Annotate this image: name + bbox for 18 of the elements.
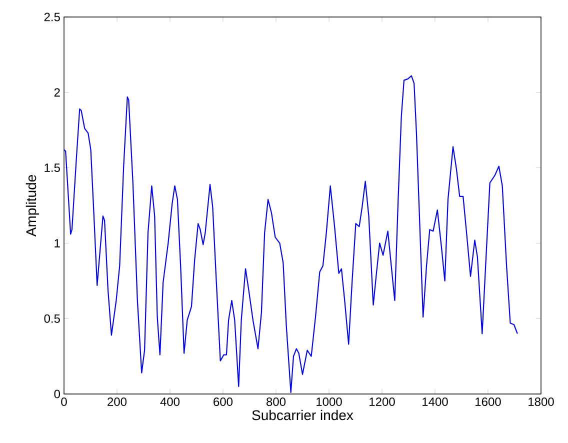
x-tick-label: 1400 — [422, 398, 448, 406]
x-tick-label: 0 — [61, 398, 67, 406]
x-tick-label: 800 — [266, 398, 286, 406]
y-tick-label: 2 — [54, 88, 60, 97]
y-tick-label: 1 — [54, 239, 60, 248]
x-tick-label: 200 — [108, 398, 127, 406]
x-tick-label: 1800 — [528, 398, 554, 406]
y-tick-label: 2.5 — [44, 12, 60, 22]
x-tick-label: 600 — [214, 398, 233, 406]
x-tick-label: 1200 — [370, 398, 395, 406]
x-tick-label: 1600 — [476, 398, 501, 406]
y-tick-label: 1.5 — [44, 164, 60, 172]
y-tick-label: 0 — [54, 390, 60, 398]
y-axis-title: Amplitude — [26, 174, 39, 237]
x-tick-label: 400 — [160, 398, 180, 406]
y-tick-label: 0.5 — [44, 314, 60, 323]
x-axis-title: Subcarrier index — [252, 410, 354, 420]
x-tick-label: 1000 — [316, 398, 342, 406]
